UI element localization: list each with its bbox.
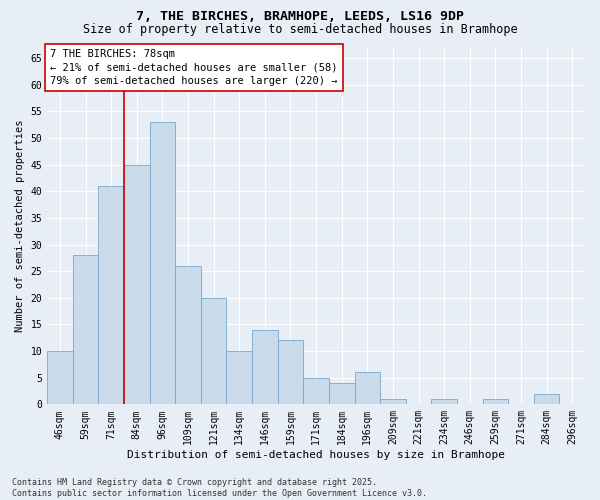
Bar (534, 394, 559, 404)
Bar (226, 351, 252, 405)
Bar (278, 340, 303, 404)
Bar (252, 330, 278, 404)
Bar (380, 399, 406, 404)
Text: 7, THE BIRCHES, BRAMHOPE, LEEDS, LS16 9DP: 7, THE BIRCHES, BRAMHOPE, LEEDS, LS16 9D… (136, 10, 464, 23)
Bar (47, 351, 73, 405)
Bar (355, 372, 380, 404)
Bar (175, 266, 201, 404)
Bar (482, 399, 508, 404)
Bar (201, 298, 226, 405)
Bar (329, 383, 355, 404)
Bar (98, 186, 124, 404)
Bar (149, 122, 175, 405)
Y-axis label: Number of semi-detached properties: Number of semi-detached properties (15, 120, 25, 332)
Bar (73, 255, 98, 404)
Bar (303, 378, 329, 404)
Bar (124, 164, 149, 404)
Text: Size of property relative to semi-detached houses in Bramhope: Size of property relative to semi-detach… (83, 22, 517, 36)
Bar (431, 399, 457, 404)
X-axis label: Distribution of semi-detached houses by size in Bramhope: Distribution of semi-detached houses by … (127, 450, 505, 460)
Text: 7 THE BIRCHES: 78sqm
← 21% of semi-detached houses are smaller (58)
79% of semi-: 7 THE BIRCHES: 78sqm ← 21% of semi-detac… (50, 50, 337, 86)
Text: Contains HM Land Registry data © Crown copyright and database right 2025.
Contai: Contains HM Land Registry data © Crown c… (12, 478, 427, 498)
